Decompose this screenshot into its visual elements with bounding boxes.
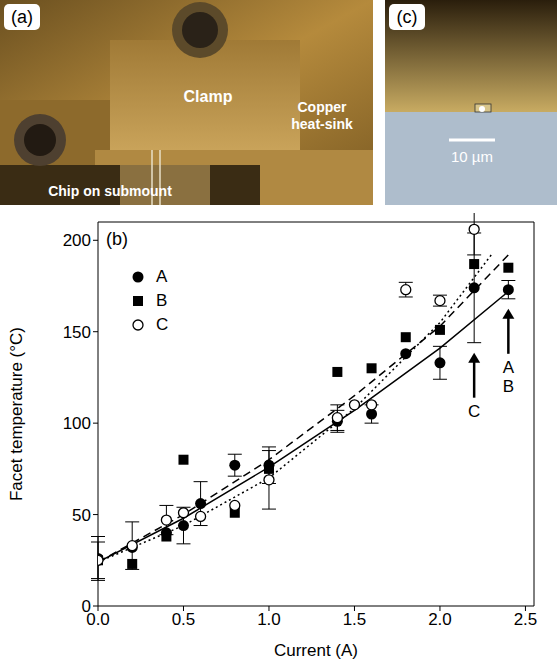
svg-text:2.0: 2.0 [428,610,452,629]
svg-text:150: 150 [63,323,91,342]
svg-text:A: A [503,358,515,377]
html-text:(b): (b) [106,229,128,249]
svg-text:B: B [503,377,514,396]
svg-text:(a): (a) [11,7,33,27]
html-text:A: A [156,267,168,286]
svg-text:Current (A): Current (A) [274,641,358,660]
svg-text:C: C [468,402,480,421]
html-text:B: B [156,291,168,310]
svg-text:100: 100 [63,414,91,433]
svg-text:(c): (c) [397,7,418,27]
svg-text:Facet temperature (°C): Facet temperature (°C) [7,327,26,501]
svg-text:200: 200 [63,231,91,250]
svg-text:Clamp: Clamp [184,88,233,105]
svg-text:Copperheat-sink: Copperheat-sink [291,99,353,132]
svg-text:Chip on submount: Chip on submount [48,183,172,199]
svg-text:1.0: 1.0 [257,610,281,629]
svg-text:50: 50 [72,506,91,525]
svg-text:0.0: 0.0 [86,610,110,630]
svg-text:10 µm: 10 µm [451,148,493,165]
html-text:C: C [156,315,169,334]
svg-text:1.5: 1.5 [343,610,367,629]
svg-text:0.5: 0.5 [172,610,196,629]
svg-text:0: 0 [82,597,91,616]
svg-text:2.5: 2.5 [514,610,538,629]
